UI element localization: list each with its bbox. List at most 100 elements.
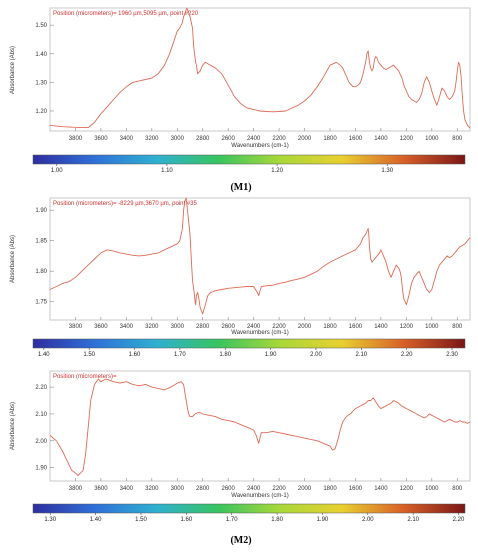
colorbar-tick-label: 1.90	[265, 352, 277, 358]
x-tick-label: 1800	[323, 136, 337, 142]
spectrum-title: Position (micrometers)= 1960 µm,5095 µm,…	[53, 11, 199, 17]
colorbar-m2: 1.30 1.40 1.50 1.60 1.70 1.80 1.90 2.00 2.10 2.20	[32, 503, 466, 523]
x-tick-label: 3400	[120, 324, 134, 330]
x-tick-label: 2400	[247, 486, 261, 492]
x-tick-label: 1800	[323, 486, 337, 492]
y-tick-label: 1.30	[35, 80, 47, 86]
colorbar-m1: 1.00 1.10 1.20 1.30	[32, 154, 466, 174]
y-tick-label: 1.80	[35, 269, 47, 275]
x-tick-label: 2400	[247, 324, 261, 330]
spectrum-line	[49, 197, 471, 315]
x-tick-label: 2200	[272, 136, 286, 142]
colorbar-tick-label: 2.10	[355, 352, 367, 358]
x-tick-label: 2800	[196, 486, 210, 492]
y-tick-label: 2.00	[35, 439, 47, 445]
spectrum-title: Position (micrometers)= -8229 µm,3670 µm…	[53, 201, 197, 207]
x-tick-label: 1200	[400, 486, 414, 492]
spectrum-panel-2: Position (micrometers)= -8229 µm,3670 µm…	[10, 197, 471, 336]
colorbar-tick-label: 1.50	[135, 517, 147, 523]
spectrum-line	[49, 378, 471, 477]
x-tick-label: 3000	[171, 486, 185, 492]
colorbar-tick-label: 1.70	[226, 517, 238, 523]
x-tick-label: 3800	[69, 324, 83, 330]
colorbar-gradient	[32, 503, 466, 514]
x-tick-label: 3600	[94, 136, 108, 142]
colorbar-tick-label: 1.50	[83, 352, 95, 358]
x-tick-label: 3600	[94, 324, 108, 330]
colorbar-tick-label: 1.30	[44, 517, 56, 523]
x-tick-label: 3200	[145, 486, 159, 492]
colorbar-tick-label: 1.60	[129, 352, 141, 358]
x-tick-label: 1200	[400, 324, 414, 330]
colorbar-tick-label: 1.20	[271, 168, 283, 174]
plot-frame	[49, 370, 471, 482]
colorbar-gradient	[32, 154, 466, 165]
x-tick-label: 3600	[94, 486, 108, 492]
x-tick-label: 3400	[120, 136, 134, 142]
x-tick-label: 3400	[120, 486, 134, 492]
x-tick-label: 1000	[425, 324, 439, 330]
colorbar-2: 1.40 1.50 1.60 1.70 1.80 1.90 2.00 2.10 2.20 2.30	[32, 338, 466, 358]
spectrum-line	[49, 7, 471, 129]
x-tick-label: 2000	[298, 486, 312, 492]
x-tick-label: 1800	[323, 324, 337, 330]
y-tick-label: 1.90	[35, 466, 47, 472]
x-tick-label: 3800	[69, 136, 83, 142]
x-tick-label: 3200	[145, 136, 159, 142]
x-tick-label: 1200	[400, 136, 414, 142]
x-tick-label: 2800	[196, 324, 210, 330]
colorbar-tick-label: 1.40	[38, 352, 50, 358]
y-tick-label: 1.20	[35, 109, 47, 115]
y-axis-label: Absorbance (Abs)	[10, 402, 16, 450]
x-tick-label: 1000	[425, 486, 439, 492]
colorbar-tick-label: 1.90	[317, 517, 329, 523]
x-axis-label: Wavenumbers (cm-1)	[231, 330, 288, 336]
plot-frame	[49, 7, 471, 132]
x-tick-label: 1600	[349, 324, 363, 330]
x-tick-label: 2600	[222, 486, 236, 492]
caption-m1: (M1)	[230, 182, 251, 193]
colorbar-tick-label: 2.00	[310, 352, 322, 358]
colorbar-tick-label: 2.10	[407, 517, 419, 523]
x-tick-label: 800	[452, 486, 463, 492]
colorbar-tick-label: 1.70	[174, 352, 186, 358]
y-tick-label: 2.20	[35, 385, 47, 391]
colorbar-tick-label: 1.00	[51, 168, 63, 174]
spectrum-panel-m1: Position (micrometers)= 1960 µm,5095 µm,…	[10, 7, 471, 149]
x-tick-label: 3200	[145, 324, 159, 330]
x-tick-label: 800	[452, 324, 463, 330]
x-axis-label: Wavenumbers (cm-1)	[231, 143, 288, 149]
x-tick-label: 3000	[171, 324, 185, 330]
y-axis-label: Absorbance (Abs)	[10, 235, 16, 283]
colorbar-tick-label: 1.40	[90, 517, 102, 523]
x-tick-label: 2000	[298, 136, 312, 142]
x-tick-label: 1400	[374, 486, 388, 492]
x-tick-label: 3000	[171, 136, 185, 142]
spectrum-title: Position (micrometers)=	[53, 374, 117, 380]
x-tick-label: 3800	[69, 486, 83, 492]
x-tick-label: 2200	[272, 486, 286, 492]
colorbar-gradient	[32, 338, 466, 349]
y-tick-label: 1.40	[35, 52, 47, 58]
y-axis-label: Absorbance (Abs)	[10, 46, 16, 94]
x-tick-label: 1000	[425, 136, 439, 142]
x-axis-label: Wavenumbers (cm-1)	[231, 493, 288, 499]
x-tick-label: 2800	[196, 136, 210, 142]
colorbar-tick-label: 1.60	[181, 517, 193, 523]
colorbar-tick-label: 2.00	[362, 517, 374, 523]
colorbar-tick-label: 1.30	[381, 168, 393, 174]
x-tick-label: 2600	[222, 324, 236, 330]
colorbar-tick-label: 2.20	[401, 352, 413, 358]
colorbar-tick-label: 1.80	[271, 517, 283, 523]
y-tick-label: 1.85	[35, 239, 47, 245]
x-tick-label: 1600	[349, 486, 363, 492]
x-tick-label: 800	[452, 136, 463, 142]
x-tick-label: 2600	[222, 136, 236, 142]
x-tick-label: 1400	[374, 136, 388, 142]
y-tick-label: 1.90	[35, 208, 47, 214]
x-tick-label: 2200	[272, 324, 286, 330]
colorbar-tick-label: 1.80	[219, 352, 231, 358]
y-tick-label: 2.10	[35, 412, 47, 418]
spectrum-panel-m2: Position (micrometers)= Absorbance (Abs)…	[10, 370, 471, 499]
